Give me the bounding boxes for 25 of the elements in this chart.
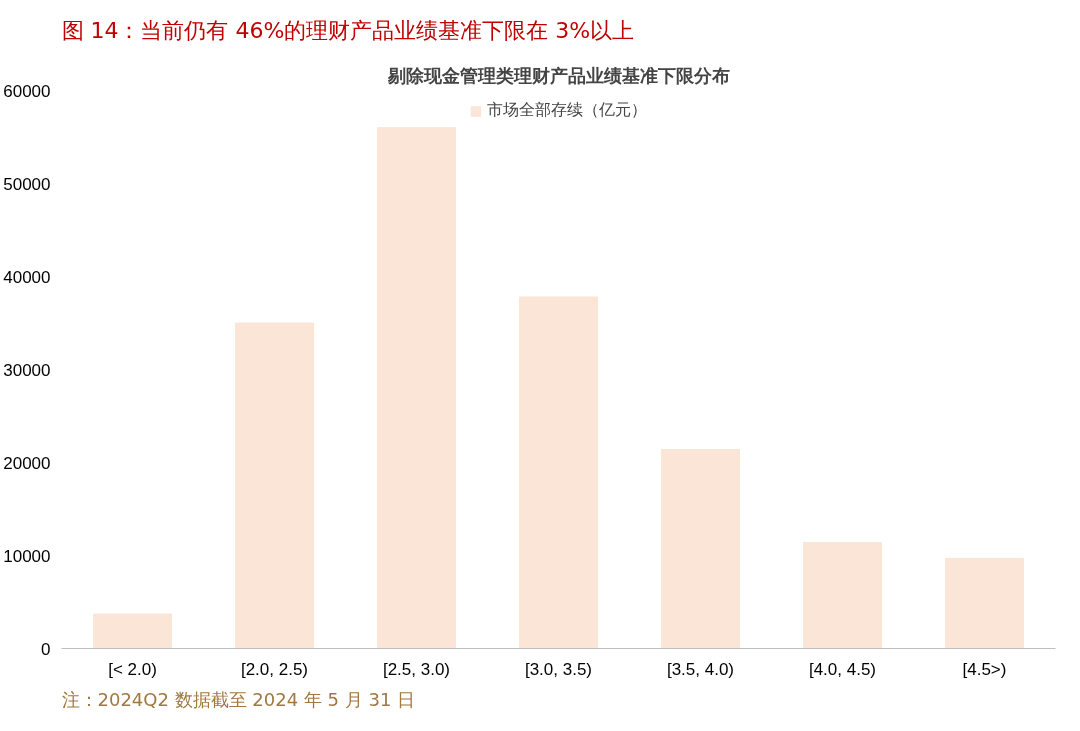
text: 注：2024Q2 数据截至 2024 年 5 月 31 日	[61, 688, 416, 710]
y-tick-label: 30000	[3, 360, 51, 380]
legend-label: 市场全部存续（亿元）	[486, 100, 647, 121]
y-tick-label: 60000	[3, 81, 51, 101]
y-tick-label: 0	[41, 639, 51, 659]
y-tick-label: 50000	[3, 174, 51, 194]
bar	[518, 296, 599, 649]
x-tick-label: [2.0, 2.5)	[240, 659, 309, 679]
x-tick-label: [3.5, 4.0)	[666, 659, 735, 679]
x-tick-label: [4.0, 4.5)	[808, 659, 877, 679]
bar	[92, 613, 173, 649]
x-tick-label: [4.5>)	[962, 659, 1007, 679]
chart-subtitle: 剔除现金管理类理财产品业绩基准下限分布	[386, 64, 730, 86]
bar	[234, 322, 315, 649]
y-tick-label: 20000	[3, 453, 51, 473]
bar	[376, 127, 457, 649]
y-tick-label: 10000	[3, 546, 51, 566]
y-tick-label: 40000	[3, 267, 51, 287]
chart-title: 图 14：当前仍有 46%的理财产品业绩基准下限在 3%以上	[61, 17, 635, 43]
bar	[660, 448, 741, 649]
bar	[944, 557, 1025, 649]
x-tick-label: [< 2.0)	[108, 659, 157, 679]
x-tick-label: [2.5, 3.0)	[382, 659, 451, 679]
x-tick-label: [3.0, 3.5)	[524, 659, 593, 679]
bar	[802, 541, 883, 649]
